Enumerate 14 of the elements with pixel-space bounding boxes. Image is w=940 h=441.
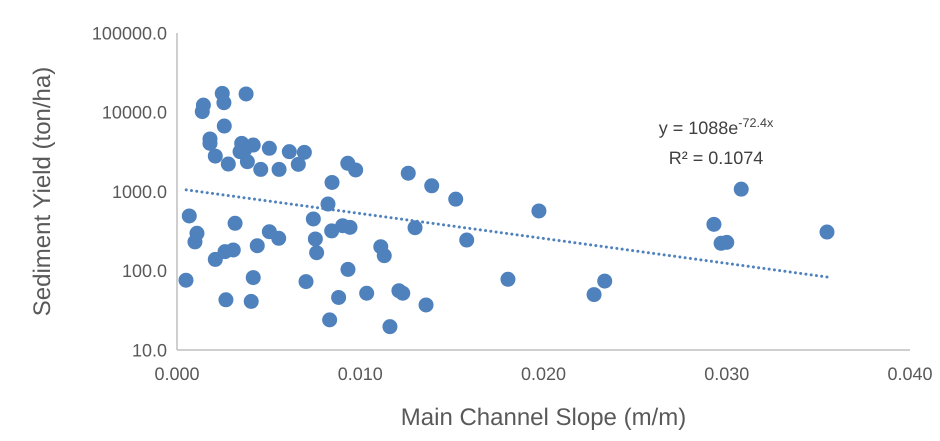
y-tick-label: 100.0	[122, 261, 167, 282]
y-axis-title: Sediment Yield (ton/ha)	[29, 66, 56, 316]
annotation: y = 1088e$^{-72.4x}$	[658, 116, 774, 138]
x-axis-title: Main Channel Slope (m/m)	[400, 404, 686, 431]
x-tick-label: 0.040	[887, 364, 933, 384]
y-tick-label: 10000.0	[102, 102, 167, 123]
y-tick-label: 100000.0	[92, 23, 167, 44]
x-tick-label: 0.020	[520, 364, 566, 384]
annotation: R² = 0.1074	[668, 148, 764, 168]
x-tick-label: 0.000	[154, 364, 200, 384]
y-tick-label: 10.0	[132, 340, 167, 360]
y-tick-label: 1000.0	[112, 182, 167, 202]
x-tick-label: 0.010	[338, 364, 383, 384]
x-tick-label: 0.030	[704, 364, 750, 384]
